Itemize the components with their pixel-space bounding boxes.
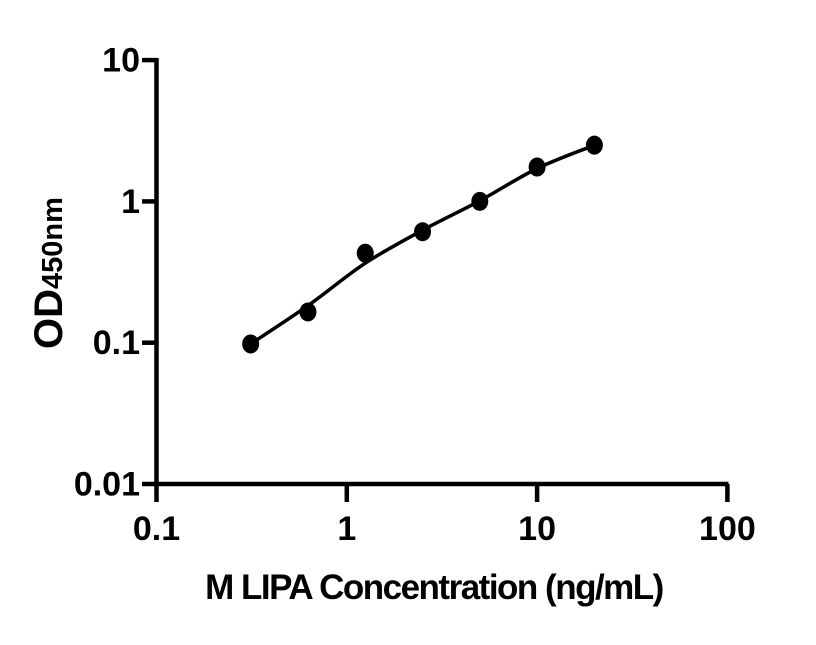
data-point — [585, 135, 603, 155]
y-axis-title: OD450nm — [27, 197, 71, 349]
data-point — [299, 302, 317, 322]
y-axis-title-sub: 450nm — [37, 197, 69, 289]
y-tick-label: 1 — [121, 183, 140, 221]
chart-ticks — [142, 57, 730, 502]
chart-series — [242, 135, 603, 354]
x-tick-label: 1 — [337, 510, 356, 548]
x-axis-title: M LIPA Concentration (ng/mL) — [205, 568, 663, 607]
x-tick-label: 0.1 — [133, 510, 180, 548]
chart-tick-labels: 10 1 0.1 0.01 0.1 1 10 100 — [74, 42, 756, 548]
data-point — [471, 191, 489, 211]
data-point — [242, 334, 260, 354]
y-tick-label: 10 — [102, 42, 140, 80]
data-point — [414, 222, 432, 242]
y-tick-label: 0.1 — [93, 324, 140, 362]
y-tick-label: 0.01 — [74, 466, 140, 504]
data-point — [528, 157, 546, 177]
x-tick-label: 100 — [699, 510, 756, 548]
y-axis-title-main: OD — [27, 289, 71, 349]
x-tick-label: 10 — [518, 510, 556, 548]
chart-axes — [154, 58, 729, 487]
data-point — [356, 243, 374, 263]
